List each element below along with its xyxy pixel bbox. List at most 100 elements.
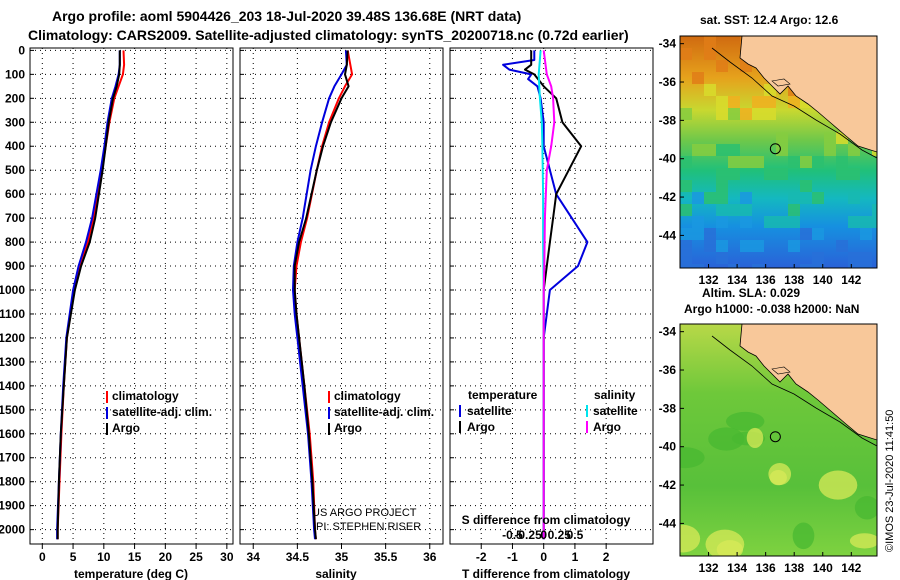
sst-cell bbox=[680, 48, 692, 60]
map-lat-label: -42 bbox=[659, 478, 677, 492]
sst-cell bbox=[680, 108, 692, 120]
sst-cell bbox=[740, 108, 752, 120]
depth-tick-label: 1200 bbox=[0, 331, 25, 345]
difference-legend: temperature salinity satellite Argo sate… bbox=[459, 388, 638, 434]
shelf-contour bbox=[711, 335, 877, 447]
x-tick-label: 0 bbox=[540, 550, 547, 564]
x-tick-label: 15 bbox=[128, 550, 142, 564]
legend-t-satellite: satellite bbox=[467, 404, 512, 418]
sla-blob bbox=[705, 529, 745, 556]
temperature-panel: 0 5 10 15 20 25 30 temperature (deg C) climato… bbox=[29, 47, 234, 580]
sst-cell bbox=[740, 240, 752, 252]
sst-cell bbox=[872, 204, 877, 216]
temperature-legend: climatology satellite-adj. clim. Argo bbox=[106, 389, 212, 435]
sst-cell bbox=[740, 156, 752, 168]
sst-cell bbox=[812, 192, 824, 204]
land-mass bbox=[739, 324, 877, 441]
series-line-argo bbox=[56, 50, 121, 540]
sst-cell bbox=[788, 192, 800, 204]
sst-cell bbox=[716, 252, 728, 264]
sst-cell bbox=[716, 108, 728, 120]
sst-map-title: sat. SST: 12.4 Argo: 12.6 bbox=[700, 13, 839, 27]
sst-cell bbox=[812, 228, 824, 240]
x-tick-label: 2 bbox=[603, 550, 610, 564]
sla-blob bbox=[708, 427, 745, 451]
sst-cell bbox=[824, 144, 836, 156]
legend-argo: Argo bbox=[334, 421, 362, 435]
sst-cell bbox=[680, 204, 692, 216]
series-line-satellite bbox=[502, 50, 589, 540]
legend-s-argo: Argo bbox=[593, 420, 621, 434]
map-lon-label: 142 bbox=[841, 561, 861, 575]
map-lat-label: -40 bbox=[659, 152, 677, 166]
sst-cell bbox=[692, 72, 704, 84]
map-lon-label: 132 bbox=[699, 561, 719, 575]
sla-map-title-1: Altim. SLA: 0.029 bbox=[702, 286, 800, 300]
depth-tick-label: 600 bbox=[5, 187, 25, 201]
depth-tick-label: 300 bbox=[5, 115, 25, 129]
sst-cell bbox=[728, 156, 740, 168]
map-lon-label: 140 bbox=[813, 273, 833, 287]
sst-cell bbox=[860, 216, 872, 228]
header-line-2: Climatology: CARS2009. Satellite-adjuste… bbox=[28, 27, 629, 43]
s-diff-tick-label: -0.25 bbox=[514, 528, 542, 542]
sst-cell bbox=[740, 204, 752, 216]
map-lon-label: 136 bbox=[756, 561, 776, 575]
sst-cell bbox=[716, 216, 728, 228]
sst-cell bbox=[848, 192, 860, 204]
sst-cell bbox=[812, 252, 824, 264]
sst-cell bbox=[764, 216, 776, 228]
salinity-x-label: salinity bbox=[315, 567, 357, 580]
series-line-argo bbox=[293, 50, 350, 540]
map-lat-label: -38 bbox=[659, 401, 677, 415]
sst-cell bbox=[776, 144, 788, 156]
imos-stamp: ©IMOS 23-Jul-2020 11:41:50 bbox=[884, 410, 896, 552]
shelf-contour bbox=[711, 47, 877, 159]
depth-tick-label: 800 bbox=[5, 235, 25, 249]
map-lat-label: -38 bbox=[659, 113, 677, 127]
map-lon-label: 142 bbox=[841, 273, 861, 287]
sst-cell bbox=[752, 96, 764, 108]
sla-blob bbox=[769, 469, 787, 486]
sst-cell bbox=[776, 168, 788, 180]
x-tick-label: 35 bbox=[335, 550, 349, 564]
sla-blob bbox=[725, 411, 765, 431]
sst-cell bbox=[728, 96, 740, 108]
sst-cell bbox=[800, 264, 812, 268]
depth-tick-label: 2000 bbox=[0, 523, 25, 537]
depth-tick-label: 1700 bbox=[0, 451, 25, 465]
depth-tick-label: 900 bbox=[5, 259, 25, 273]
sst-cell bbox=[752, 156, 764, 168]
sst-cell bbox=[704, 84, 716, 96]
map-lat-label: -42 bbox=[659, 190, 677, 204]
sla-blob bbox=[680, 524, 701, 553]
legend-climatology: climatology bbox=[334, 389, 401, 403]
depth-tick-label: 100 bbox=[5, 67, 25, 81]
sst-cell bbox=[860, 228, 872, 240]
series-line-argo_s bbox=[542, 50, 556, 540]
s-diff-tick-label: 0.25 bbox=[548, 528, 572, 542]
depth-tick-label: 400 bbox=[5, 139, 25, 153]
sst-cell bbox=[716, 60, 728, 72]
salinity-plot-frame bbox=[239, 47, 444, 545]
x-tick-label: 25 bbox=[189, 550, 203, 564]
sla-blob bbox=[818, 470, 858, 500]
sst-cell bbox=[704, 48, 716, 60]
map-lat-label: -36 bbox=[659, 363, 677, 377]
sst-cell bbox=[788, 240, 800, 252]
kangaroo-island bbox=[771, 366, 791, 375]
credit-pi: PI: STEPHEN RISER bbox=[316, 521, 421, 533]
salinity-legend: climatology satellite-adj. clim. Argo bbox=[328, 389, 434, 435]
depth-tick-label: 1000 bbox=[0, 283, 25, 297]
sst-cell bbox=[680, 252, 692, 264]
sst-cell bbox=[740, 216, 752, 228]
map-lat-label: -36 bbox=[659, 75, 677, 89]
s-difference-label: S difference from climatology bbox=[462, 513, 631, 527]
sst-map: sat. SST: 12.4 Argo: 12.6 132 134 136 138 14… bbox=[659, 13, 878, 287]
salinity-panel: 34 34.5 35 35.5 36 salinity climatology sate… bbox=[239, 47, 444, 580]
map-lat-label: -34 bbox=[659, 37, 677, 51]
depth-tick-label: 0 bbox=[18, 43, 25, 57]
s-diff-tick-label: 0.5 bbox=[567, 528, 584, 542]
sst-cell bbox=[776, 132, 788, 144]
